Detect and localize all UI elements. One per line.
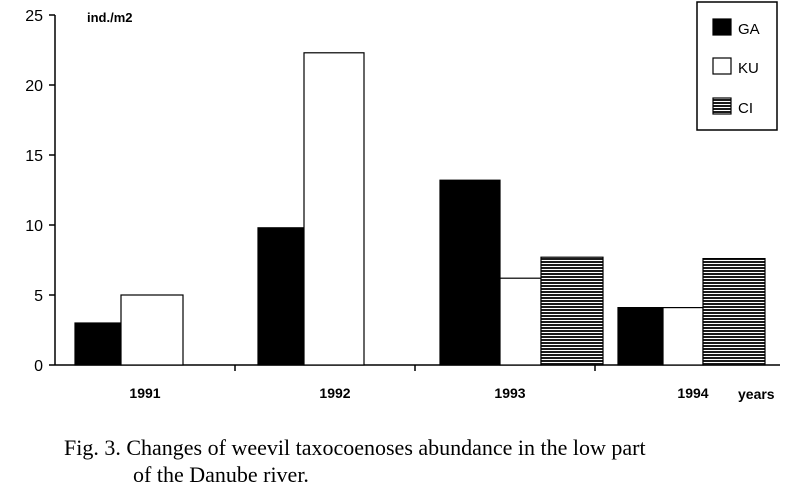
bars	[74, 52, 766, 366]
y-tick-label: 0	[34, 358, 43, 375]
bar-ku-1994	[662, 307, 704, 366]
y-axis-label: ind./m2	[87, 10, 133, 25]
bar-ga-1993	[439, 179, 501, 366]
x-axis-label: years	[738, 386, 775, 402]
bar-ga-1994	[617, 307, 664, 366]
chart: 0 5 10 15 20 25 ind./m2 1991 1992 1993 1994 years G…	[25, 1, 780, 402]
bar-ku-1991	[120, 294, 184, 366]
legend-box	[696, 1, 778, 131]
x-tick-label-1992: 1992	[319, 385, 350, 401]
y-tick-label: 5	[34, 288, 43, 305]
y-tick-label: 25	[25, 8, 43, 25]
y-tick-label: 15	[25, 148, 43, 165]
legend-label-ci: CI	[738, 100, 753, 117]
x-tick-label-1991: 1991	[129, 385, 160, 401]
bar-ku-1992	[303, 52, 365, 366]
y-tick-label: 10	[25, 218, 43, 235]
caption-line-1: Fig. 3. Changes of weevil taxocoenoses a…	[64, 435, 646, 460]
bar-ga-1992	[257, 227, 305, 366]
x-tick-label-1993: 1993	[494, 385, 525, 401]
legend-swatch-ku	[712, 57, 732, 75]
x-tick-label-1994: 1994	[677, 385, 708, 401]
legend-label-ga: GA	[738, 21, 760, 38]
bar-ci-1994	[702, 258, 766, 366]
caption-line-2: of the Danube river.	[133, 462, 309, 487]
labels: 0 5 10 15 20 25 ind./m2 1991 1992 1993 1994 years	[25, 8, 775, 402]
legend: GA KU CI	[696, 1, 778, 131]
figure-caption: Fig. 3. Changes of weevil taxocoenoses a…	[64, 434, 784, 488]
legend-label-ku: KU	[738, 60, 759, 77]
bar-ci-1993	[540, 256, 604, 366]
legend-swatch-ci	[712, 97, 732, 115]
legend-swatch-ga	[712, 18, 732, 36]
y-tick-label: 20	[25, 78, 43, 95]
bar-ku-1993	[499, 277, 542, 366]
bar-ga-1991	[74, 322, 122, 366]
